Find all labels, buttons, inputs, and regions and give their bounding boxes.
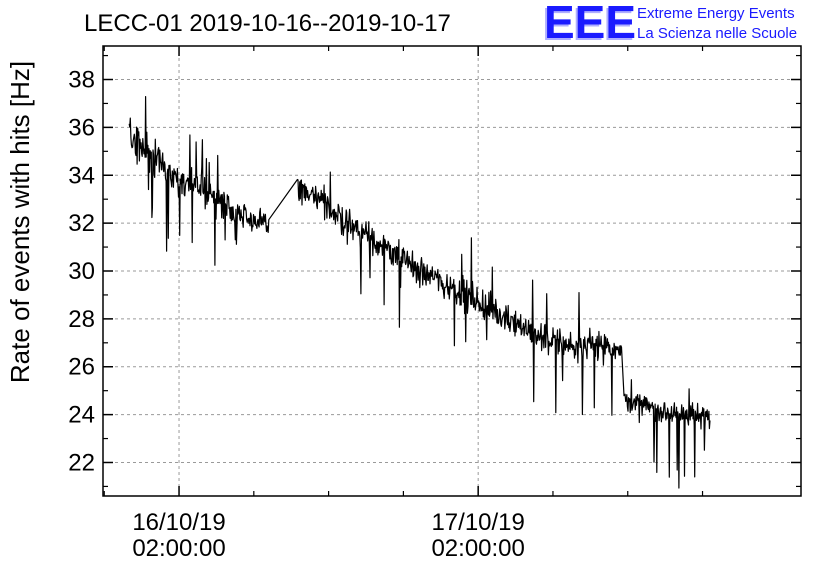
y-tick-label: 34 (68, 162, 95, 189)
x-tick-label-date: 17/10/19 (431, 509, 524, 536)
y-tick-label: 28 (68, 306, 95, 333)
plot-frame (102, 45, 802, 497)
y-tick-label: 26 (68, 354, 95, 381)
y-tick-label: 24 (68, 402, 95, 429)
grid-lines (103, 46, 801, 496)
y-tick-label: 38 (68, 67, 95, 94)
eee-logo-line2: La Scienza nelle Scuole (637, 25, 797, 42)
axis-ticks (103, 46, 801, 496)
eee-logo-shadow: EEE (542, 0, 634, 50)
y-tick-label: 32 (68, 210, 95, 237)
y-tick-label: 30 (68, 258, 95, 285)
y-tick-label: 36 (68, 114, 95, 141)
x-tick-label-time: 02:00:00 (132, 535, 225, 562)
chart-title: LECC-01 2019-10-16--2019-10-17 (84, 10, 451, 37)
y-axis-label: Rate of events with hits [Hz] (5, 61, 35, 383)
y-tick-label: 22 (68, 449, 95, 476)
rate-series (128, 95, 711, 489)
eee-logo-line1: Extreme Energy Events (637, 5, 795, 22)
x-tick-label-time: 02:00:00 (431, 535, 524, 562)
rate-line (128, 95, 711, 489)
eee-logo-mark: EEE (544, 0, 636, 48)
eee-logo: EEE EEE Extreme Energy Events La Scienza… (542, 0, 797, 50)
x-tick-label-date: 16/10/19 (132, 509, 225, 536)
y-tick-labels: 22 24 26 28 30 32 34 36 38 (68, 67, 95, 477)
